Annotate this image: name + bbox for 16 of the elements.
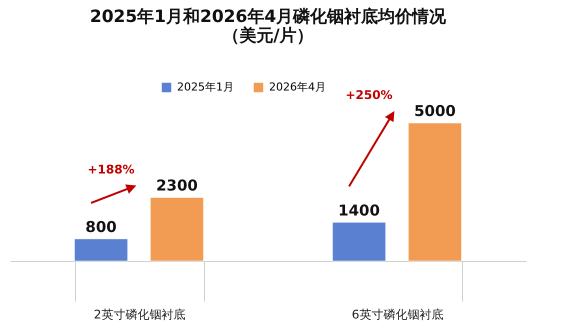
legend-label: 2026年4月 (269, 80, 326, 94)
bar (332, 222, 386, 262)
x-tick-label: 6英寸磷化铟衬底 (352, 308, 444, 322)
annotation: +188% (87, 162, 135, 177)
data-label: 2300 (156, 176, 198, 195)
bar (150, 197, 204, 262)
chart-subtitle: （美元/片） (222, 26, 314, 46)
legend-label: 2025年1月 (177, 80, 234, 94)
data-label: 800 (85, 218, 117, 236)
bar (74, 238, 128, 262)
bar (408, 122, 462, 262)
chart-title: 2025年1月和2026年4月磷化铟衬底均价情况 (90, 7, 448, 27)
x-tick-label: 2英寸磷化铟衬底 (94, 308, 186, 322)
text: +250% (345, 88, 393, 102)
data-label: 1400 (338, 201, 380, 220)
data-label: 5000 (414, 102, 456, 120)
